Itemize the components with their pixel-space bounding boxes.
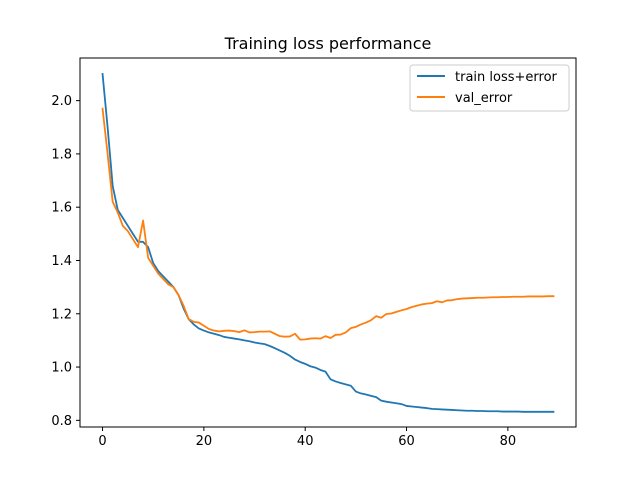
y-tick-label: 1.2 (51, 307, 72, 322)
plot-frame (79, 57, 577, 428)
legend-box (409, 64, 570, 112)
y-tick-label: 0.8 (51, 414, 72, 429)
series-line-val (101, 107, 555, 341)
x-tick-label: 40 (297, 434, 314, 449)
legend: train loss+error val_error (409, 64, 570, 112)
y-tick-label: 2.0 (51, 94, 72, 109)
y-tick-label: 1.4 (51, 254, 72, 269)
x-axis: 0 20 40 60 80 (98, 427, 516, 449)
x-tick-label: 80 (500, 434, 517, 449)
x-tick-label: 20 (196, 434, 213, 449)
y-tick-label: 1.6 (51, 201, 72, 216)
y-tick-label: 1.8 (51, 147, 72, 162)
x-tick-label: 0 (98, 434, 106, 449)
legend-label-val: val_error (455, 91, 513, 106)
series-layer (101, 73, 555, 413)
y-tick-label: 1.0 (51, 361, 72, 376)
legend-label-train: train loss+error (455, 70, 558, 85)
x-tick-label: 60 (398, 434, 415, 449)
y-axis: 0.8 1.0 1.2 1.4 1.6 1.8 2.0 (51, 94, 80, 429)
chart-title: Training loss performance (224, 34, 432, 53)
